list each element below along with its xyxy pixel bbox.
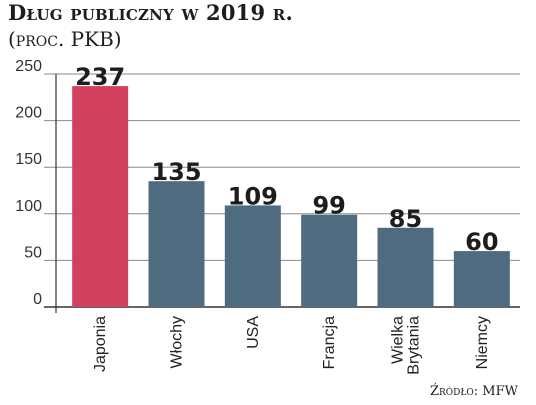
y-tick-label: 200 xyxy=(15,105,42,122)
value-label: 99 xyxy=(312,192,345,220)
x-axis-categories: Japonia Włochy USA Francja Wielka Brytania Nie… xyxy=(92,316,491,375)
category-label: USA xyxy=(245,316,262,349)
value-label: 135 xyxy=(151,158,201,186)
category-label: Japonia xyxy=(92,316,109,372)
category-label-line: Wielka xyxy=(390,316,407,364)
chart-subtitle: (proc. PKB) xyxy=(8,27,122,51)
bar-francja xyxy=(301,214,358,307)
bar-w-ochy xyxy=(148,181,205,307)
category-label-line: Japonia xyxy=(92,316,109,372)
value-labels: 237 135 109 99 85 60 xyxy=(75,63,498,256)
value-label: 109 xyxy=(228,182,278,210)
category-label: Francja xyxy=(321,316,338,369)
y-axis-ticks: 0 50 100 150 200 250 xyxy=(15,58,42,308)
category-label-line: Brytania xyxy=(406,316,423,375)
bar-wielka-brytania xyxy=(377,227,434,307)
y-tick-label: 100 xyxy=(15,198,42,215)
category-label-line: USA xyxy=(245,316,262,349)
bar-japonia xyxy=(72,86,129,307)
category-label: Niemcy xyxy=(474,316,491,369)
y-tick-label: 250 xyxy=(15,58,42,75)
bars xyxy=(72,86,510,307)
y-tick-label: 150 xyxy=(15,151,42,168)
value-label: 85 xyxy=(389,205,422,233)
value-label: 237 xyxy=(75,63,125,91)
category-label: Włochy xyxy=(169,316,186,368)
source-note: Źródło: MFW xyxy=(429,384,518,399)
chart-title: Dług publiczny w 2019 r. xyxy=(8,0,293,25)
bar-usa xyxy=(224,205,281,307)
category-label-line: Niemcy xyxy=(474,316,491,369)
value-label: 60 xyxy=(465,228,498,256)
bar-niemcy xyxy=(453,251,510,307)
y-tick-label: 50 xyxy=(24,244,42,261)
y-tick-label: 0 xyxy=(33,291,42,308)
category-label: Wielka Brytania xyxy=(390,316,423,375)
category-label-line: Francja xyxy=(321,316,338,369)
category-label-line: Włochy xyxy=(169,316,186,368)
